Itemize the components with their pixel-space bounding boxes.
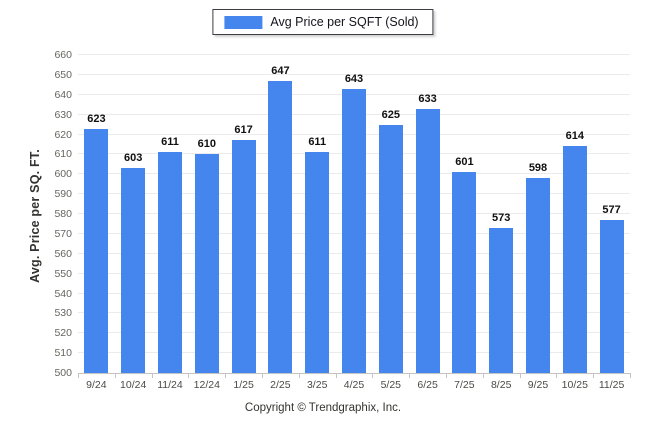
bar-7/25 — [452, 172, 477, 373]
bar-value-label: 647 — [271, 64, 290, 77]
x-tick — [482, 373, 484, 378]
bar-value-label: 603 — [124, 152, 143, 165]
y-tick-label: 580 — [54, 208, 72, 220]
x-tick-label: 4/25 — [343, 379, 365, 391]
bar-1/25 — [231, 140, 256, 373]
y-tick-label: 520 — [54, 327, 72, 340]
x-tick — [114, 373, 116, 378]
bar-value-label: 611 — [161, 136, 179, 149]
x-tick-label: 9/25 — [527, 379, 549, 391]
x-tick — [298, 373, 300, 378]
x-tick-label: 12/24 — [193, 379, 220, 391]
legend-box: Avg Price per SQFT (Sold) — [212, 9, 434, 35]
bar-2/25 — [268, 80, 293, 373]
bar-8/25 — [489, 227, 514, 373]
x-tick-label: 8/25 — [490, 379, 512, 391]
bar-value-label: 633 — [418, 92, 437, 105]
x-tick-label: 6/25 — [417, 379, 438, 391]
x-tick-label: 2/25 — [270, 379, 291, 391]
bar-value-label: 611 — [308, 136, 327, 149]
y-tick-label: 660 — [54, 49, 72, 61]
y-tick-label: 510 — [54, 347, 72, 360]
y-tick-label: 640 — [54, 88, 72, 101]
x-tick-label: 11/24 — [157, 379, 183, 391]
bar-11/24 — [158, 152, 182, 373]
x-tick — [593, 373, 595, 378]
bar-11/25 — [599, 219, 624, 373]
x-tick — [262, 373, 263, 378]
copyright-text: Copyright © Trendgraphix, Inc. — [244, 402, 402, 414]
bar-value-label: 577 — [602, 203, 621, 216]
bar-6/25 — [415, 108, 440, 373]
y-tick-label: 570 — [54, 227, 72, 240]
x-tick — [409, 373, 411, 378]
bar-3/25 — [305, 152, 330, 373]
plot-area: 623 603 611 610 617 647 611 643 625 633 601 573 598 6… — [78, 54, 630, 374]
bar-value-label: 614 — [565, 130, 584, 143]
x-tick — [519, 373, 521, 378]
x-tick — [630, 373, 631, 378]
bar-value-label: 625 — [381, 108, 400, 121]
y-tick-label: 650 — [54, 68, 72, 81]
y-tick-label: 590 — [54, 188, 72, 201]
legend-label: Avg Price per SQFT (Sold) — [270, 15, 419, 29]
y-tick-label: 630 — [54, 108, 72, 121]
x-tick — [446, 373, 447, 378]
x-tick — [151, 373, 153, 378]
bar-value-label: 617 — [234, 124, 253, 137]
bar-4/25 — [342, 88, 366, 373]
bar-value-label: 643 — [344, 72, 364, 85]
bar-value-label: 601 — [455, 156, 474, 169]
bar-9/24 — [84, 128, 109, 373]
bar-value-label: 598 — [528, 162, 548, 175]
x-tick — [188, 373, 190, 378]
bar-9/25 — [526, 178, 550, 373]
bar-10/25 — [562, 146, 587, 373]
x-tick-label: 9/24 — [86, 379, 107, 391]
y-tick-label: 560 — [54, 247, 72, 260]
x-tick-label: 10/24 — [120, 379, 147, 391]
x-tick-label: 11/25 — [598, 379, 625, 391]
x-tick-label: 5/25 — [380, 379, 401, 391]
gridline — [78, 73, 630, 75]
x-tick-label: 10/25 — [561, 379, 588, 391]
x-axis-line — [78, 373, 630, 374]
x-tick — [372, 373, 374, 378]
x-tick — [556, 373, 558, 378]
x-tick — [78, 373, 79, 378]
gridline — [78, 54, 630, 55]
y-tick-label: 530 — [54, 307, 72, 320]
bar-10/24 — [121, 168, 146, 373]
y-tick-label: 600 — [54, 168, 72, 181]
y-tick-label: 500 — [54, 367, 72, 379]
x-tick-label: 1/25 — [233, 379, 254, 391]
legend-swatch-icon — [224, 15, 263, 29]
bar-value-label: 623 — [87, 112, 106, 125]
x-tick-label: 7/25 — [454, 379, 475, 391]
y-tick-label: 540 — [54, 287, 72, 300]
y-tick-label: 620 — [54, 128, 72, 141]
y-tick-label: 550 — [54, 267, 72, 280]
x-tick-label: 3/25 — [306, 379, 328, 391]
bar-value-label: 610 — [197, 138, 216, 151]
bar-value-label: 573 — [492, 211, 511, 224]
x-tick — [335, 373, 337, 378]
bar-5/25 — [378, 124, 403, 373]
y-tick-label: 610 — [54, 148, 72, 161]
bar-12/24 — [194, 154, 219, 373]
x-tick — [225, 373, 227, 378]
